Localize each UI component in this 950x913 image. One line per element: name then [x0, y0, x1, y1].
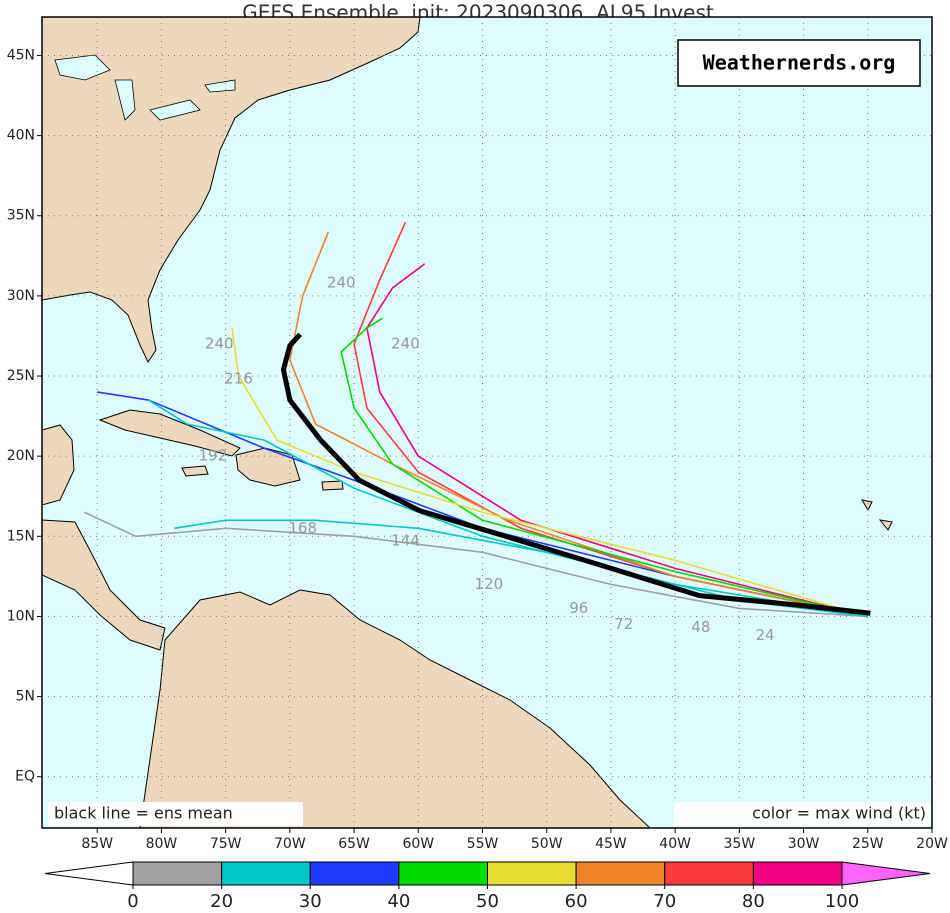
- colorbar-label: 50: [476, 891, 499, 912]
- member-track: [84, 511, 868, 618]
- hour-label: 96: [569, 599, 588, 617]
- x-tick-label: 55W: [467, 836, 499, 852]
- watermark-box: [677, 39, 921, 87]
- map-frame: [41, 16, 933, 829]
- colorbar-arrow: [841, 861, 931, 886]
- x-tick-label: 40W: [659, 836, 691, 852]
- y-tick-label: 30N: [7, 288, 35, 304]
- cuba: [98, 409, 241, 457]
- puerto-rico: [321, 480, 344, 491]
- y-tick-label: 10N: [7, 608, 35, 624]
- x-tick-label: 20W: [916, 836, 948, 852]
- x-tick-label: 45W: [595, 836, 627, 852]
- colorbar-segment: [752, 861, 843, 886]
- x-tick-label: 75W: [210, 836, 242, 852]
- colorbar-label: 20: [210, 891, 233, 912]
- colorbar-segment: [221, 861, 311, 886]
- y-tick-label: 45N: [7, 47, 35, 63]
- colorbar-label: 40: [387, 891, 410, 912]
- mexico: [42, 424, 75, 506]
- colorbar-segment: [398, 861, 488, 886]
- member-track: [366, 263, 868, 618]
- hour-label: 48: [691, 618, 710, 636]
- colorbar-label: 80: [742, 891, 765, 912]
- x-tick-label: 30W: [788, 836, 820, 852]
- member-track: [289, 231, 868, 618]
- y-tick-label: EQ: [15, 769, 35, 785]
- colorbar-segment: [575, 861, 666, 886]
- x-tick-label: 80W: [146, 836, 178, 852]
- colorbar-label: 60: [565, 891, 588, 912]
- member-track: [340, 317, 868, 618]
- colorbar-segment: [309, 861, 400, 886]
- colorbar-arrow: [44, 861, 134, 886]
- y-tick-label: 20N: [7, 448, 35, 464]
- hour-label: 240: [205, 334, 234, 352]
- note-box: [48, 802, 303, 826]
- central-america: [42, 519, 166, 651]
- colorbar-segment: [664, 861, 754, 886]
- mean-track: [280, 332, 871, 616]
- south-america: [139, 589, 651, 828]
- hour-label: 216: [224, 370, 253, 388]
- land: [42, 17, 893, 828]
- hour-label: 120: [475, 575, 504, 593]
- colorbar-label: 100: [825, 891, 859, 912]
- colorbar-segment: [487, 861, 577, 886]
- x-tick-label: 85W: [81, 836, 113, 852]
- x-tick-label: 35W: [724, 836, 756, 852]
- hour-label: 144: [391, 532, 420, 550]
- hour-label: 24: [755, 626, 774, 644]
- north-america: [42, 17, 421, 364]
- hour-label: 192: [198, 447, 227, 465]
- y-tick-label: 15N: [7, 528, 35, 544]
- hour-label: 240: [391, 334, 420, 352]
- note-box: [674, 802, 930, 826]
- x-tick-label: 60W: [402, 836, 434, 852]
- x-tick-label: 25W: [852, 836, 884, 852]
- watermark: Weathernerds.org: [703, 51, 896, 75]
- x-tick-label: 70W: [274, 836, 306, 852]
- colorbar-label: 30: [299, 891, 322, 912]
- y-tick-label: 40N: [7, 128, 35, 144]
- note-right: color = max wind (kt): [752, 804, 926, 823]
- x-tick-label: 65W: [338, 836, 370, 852]
- hour-label: 240: [327, 274, 356, 292]
- great-lakes: [54, 54, 236, 121]
- y-tick-label: 5N: [16, 689, 35, 705]
- hispaniola: [235, 447, 301, 487]
- note-left: black line = ens mean: [54, 804, 233, 823]
- y-tick-label: 35N: [7, 208, 35, 224]
- hour-label: 72: [614, 615, 633, 633]
- colorbar-label: 70: [653, 891, 676, 912]
- jamaica: [181, 465, 209, 477]
- x-tick-label: 50W: [531, 836, 563, 852]
- colorbar-segment: [132, 861, 223, 886]
- colorbar-label: 0: [127, 891, 138, 912]
- cape-verde: [860, 499, 893, 531]
- hour-label: 168: [288, 519, 317, 537]
- y-tick-label: 25N: [7, 368, 35, 384]
